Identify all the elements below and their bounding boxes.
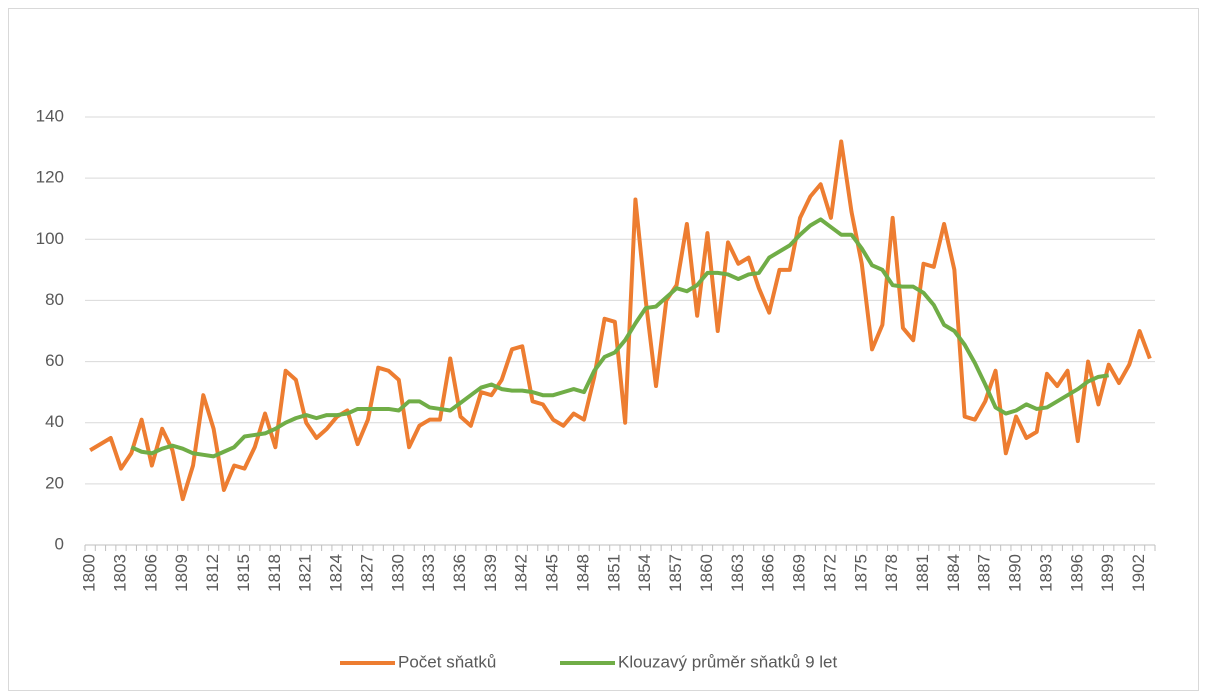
- x-tick-label: 1881: [913, 554, 932, 592]
- x-tick-label: 1899: [1098, 554, 1117, 592]
- y-tick-label: 140: [36, 106, 64, 125]
- y-tick-label: 40: [45, 412, 64, 431]
- x-tick-label: 1842: [512, 554, 531, 592]
- x-tick-label: 1848: [573, 554, 592, 592]
- y-tick-label: 0: [55, 534, 64, 553]
- x-tick-label: 1851: [604, 554, 623, 592]
- x-tick-label: 1818: [265, 554, 284, 592]
- series-line: [130, 217, 1109, 459]
- x-tick-label: 1824: [327, 554, 346, 592]
- y-tick-label: 80: [45, 290, 64, 309]
- x-tick-label: 1869: [790, 554, 809, 592]
- series-line: [89, 139, 1152, 502]
- x-tick-label: 1815: [234, 554, 253, 592]
- x-tick-label: 1860: [697, 554, 716, 592]
- x-tick-label: 1857: [666, 554, 685, 592]
- x-tick-label: 1845: [543, 554, 562, 592]
- x-tick-label: 1812: [203, 554, 222, 592]
- x-tick-label: 1821: [296, 554, 315, 592]
- x-tick-label: 1854: [635, 554, 654, 592]
- x-tick-label: 1872: [820, 554, 839, 592]
- x-tick-label: 1839: [481, 554, 500, 592]
- x-tick-label: 1896: [1067, 554, 1086, 592]
- chart-frame: [8, 8, 1199, 691]
- x-tick-label: 1863: [728, 554, 747, 592]
- x-tick-label: 1887: [975, 554, 994, 592]
- x-tick-label: 1884: [944, 554, 963, 592]
- legend-label: Počet sňatků: [398, 652, 496, 671]
- x-tick-label: 1833: [419, 554, 438, 592]
- x-tick-label: 1806: [141, 554, 160, 592]
- x-tick-label: 1893: [1036, 554, 1055, 592]
- x-tick-label: 1866: [759, 554, 778, 592]
- legend-label: Klouzavý průměr sňatků 9 let: [618, 652, 837, 671]
- y-tick-label: 60: [45, 351, 64, 370]
- x-tick-label: 1902: [1129, 554, 1148, 592]
- x-tick-label: 1803: [110, 554, 129, 592]
- x-tick-label: 1875: [851, 554, 870, 592]
- y-tick-label: 20: [45, 473, 64, 492]
- x-tick-label: 1830: [388, 554, 407, 592]
- x-tick-label: 1800: [80, 554, 99, 592]
- x-tick-label: 1827: [357, 554, 376, 592]
- x-tick-label: 1836: [450, 554, 469, 592]
- x-tick-label: 1878: [882, 554, 901, 592]
- y-tick-label: 120: [36, 168, 64, 187]
- y-tick-label: 100: [36, 229, 64, 248]
- x-tick-label: 1890: [1006, 554, 1025, 592]
- x-tick-label: 1809: [172, 554, 191, 592]
